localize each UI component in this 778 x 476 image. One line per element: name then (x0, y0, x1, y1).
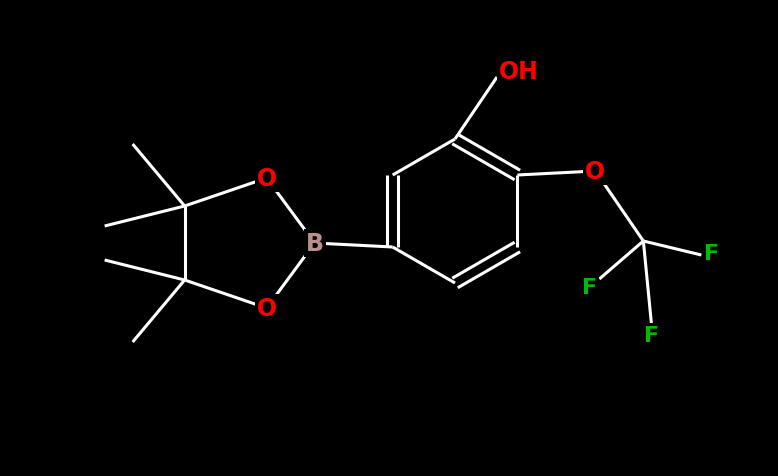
Text: F: F (704, 244, 719, 263)
Text: F: F (582, 278, 597, 298)
Text: OH: OH (499, 60, 539, 84)
Text: O: O (257, 297, 277, 320)
Text: B: B (306, 231, 324, 256)
Text: F: F (643, 325, 659, 345)
Text: O: O (257, 167, 277, 190)
Text: O: O (585, 159, 605, 184)
